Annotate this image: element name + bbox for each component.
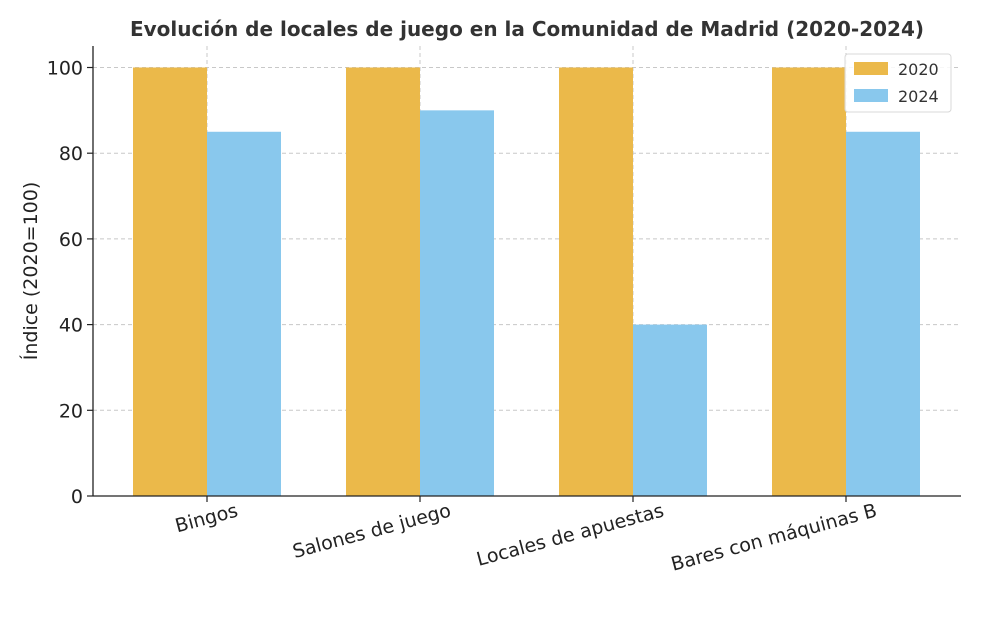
bar-2024-1 <box>420 110 494 496</box>
x-tick-label: Salones de juego <box>290 500 453 563</box>
y-tick-label: 20 <box>59 400 83 422</box>
bar-2020-0 <box>133 67 207 496</box>
x-ticks: Bingos Salones de juego Locales de apuesta… <box>173 496 879 576</box>
y-tick-label: 60 <box>59 229 83 251</box>
y-tick-label: 0 <box>71 486 83 508</box>
legend-label-2024: 2024 <box>898 87 939 106</box>
legend: 2020 2024 <box>844 53 952 113</box>
y-tick-label: 100 <box>47 58 83 80</box>
bar-2024-2 <box>633 324 707 496</box>
legend-label-2020: 2020 <box>898 60 939 79</box>
y-tick-label: 80 <box>59 143 83 165</box>
bar-2024-3 <box>846 131 920 496</box>
bars <box>133 67 920 496</box>
bar-2020-1 <box>346 67 420 496</box>
y-tick-label: 40 <box>59 315 83 337</box>
x-tick-label: Locales de apuestas <box>474 500 666 571</box>
bar-2020-2 <box>559 67 633 496</box>
x-tick-label: Bingos <box>173 500 240 538</box>
y-axis-label: Índice (2020=100) <box>19 182 42 361</box>
legend-swatch-2020 <box>854 62 888 75</box>
bar-2024-0 <box>207 131 281 496</box>
bar-2020-3 <box>772 67 846 496</box>
x-tick-label: Bares con máquinas B <box>669 500 880 576</box>
legend-swatch-2024 <box>854 89 888 102</box>
chart-title: Evolución de locales de juego en la Comu… <box>130 17 924 41</box>
y-ticks: 0 20 40 60 80 100 <box>47 58 93 508</box>
